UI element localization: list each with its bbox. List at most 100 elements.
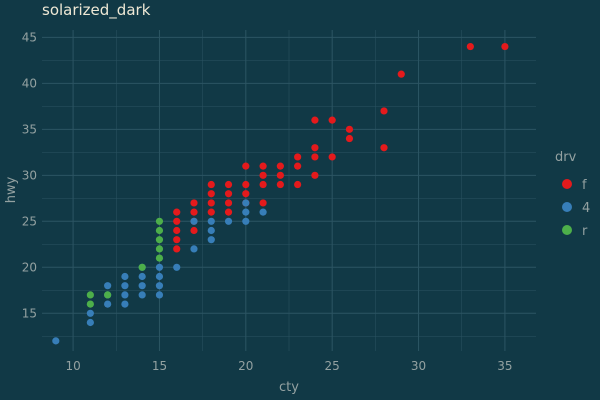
grid-minor [42,30,536,351]
y-tick-label: 15 [22,306,37,320]
data-points [52,42,509,345]
data-point-4 [190,217,198,225]
chart-title: solarized_dark [42,1,151,20]
data-point-4 [86,309,94,317]
data-point-f [207,199,215,207]
x-tick-label: 35 [497,359,512,373]
legend-label-r: r [582,224,588,239]
data-point-4 [121,282,129,290]
data-point-f [294,162,302,170]
data-point-f [328,153,336,161]
data-point-4 [173,263,181,271]
data-point-r [155,226,164,235]
legend-label-f: f [582,178,587,193]
data-point-f [345,134,354,143]
data-point-r [155,236,164,244]
data-point-f [276,171,284,179]
data-point-4 [121,300,129,308]
data-point-f [259,171,267,179]
data-point-f [311,144,319,152]
data-point-r [155,217,164,225]
data-point-r [155,245,164,253]
data-point-f [224,208,233,216]
data-point-f [173,245,181,253]
y-tick-label: 20 [22,260,37,274]
data-point-f [173,236,181,244]
data-point-4 [52,337,60,345]
data-point-4 [207,226,215,235]
y-tick-label: 40 [22,76,37,90]
x-axis-title: cty [279,380,299,395]
data-point-4 [138,272,146,281]
data-point-4 [155,282,164,290]
y-axis-title: hwy [4,176,19,203]
data-point-f [242,190,250,198]
legend-key-4 [562,202,572,212]
data-point-f [190,199,198,207]
data-point-4 [121,272,129,281]
data-point-f [380,107,388,115]
data-point-r [86,291,94,299]
y-tick-label: 30 [22,168,37,182]
data-point-f [259,199,267,207]
data-point-f [224,199,233,207]
data-point-4 [259,208,267,216]
legend: drv f 4 r [555,150,590,239]
legend-label-4: 4 [582,201,590,216]
data-point-f [224,190,233,198]
data-point-f [328,116,336,124]
data-point-f [311,153,319,161]
x-tick-label: 25 [325,359,340,373]
data-point-r [104,291,112,299]
data-point-4 [155,291,164,299]
data-point-f [294,180,302,189]
data-point-4 [207,236,215,244]
data-point-f [380,144,388,152]
data-point-4 [104,282,112,290]
data-point-4 [104,300,112,308]
data-point-f [173,217,181,225]
data-point-f [276,162,284,170]
y-tick-label: 35 [22,122,37,136]
x-tick-label: 10 [65,359,80,373]
data-point-f [173,226,181,235]
data-point-r [155,254,164,262]
x-tick-label: 20 [238,359,253,373]
legend-key-f [562,179,572,189]
data-point-4 [138,282,146,290]
data-point-4 [224,217,233,225]
data-point-f [501,42,509,51]
data-point-4 [155,272,164,281]
data-point-f [207,190,215,198]
data-point-f [224,180,233,189]
data-point-4 [155,263,164,271]
data-point-4 [121,291,129,299]
data-point-f [345,125,354,133]
data-point-f [190,208,198,216]
data-point-f [276,180,284,189]
data-point-4 [242,217,250,225]
legend-key-r [562,225,572,235]
y-axis-ticks: 15 20 25 30 35 40 45 [22,30,37,320]
data-point-f [242,180,250,189]
data-point-f [190,226,198,235]
x-tick-label: 15 [152,359,167,373]
y-tick-label: 25 [22,214,37,228]
data-point-f [294,153,302,161]
y-tick-label: 45 [22,30,37,44]
data-point-4 [86,318,94,327]
data-point-4 [190,245,198,253]
data-point-4 [242,199,250,207]
data-point-f [207,180,215,189]
data-point-r [86,300,94,308]
data-point-r [138,263,146,271]
data-point-f [259,162,267,170]
data-point-4 [138,291,146,299]
data-point-f [242,162,250,170]
legend-title: drv [555,150,577,165]
data-point-4 [207,217,215,225]
data-point-f [311,171,319,179]
data-point-f [207,208,215,216]
